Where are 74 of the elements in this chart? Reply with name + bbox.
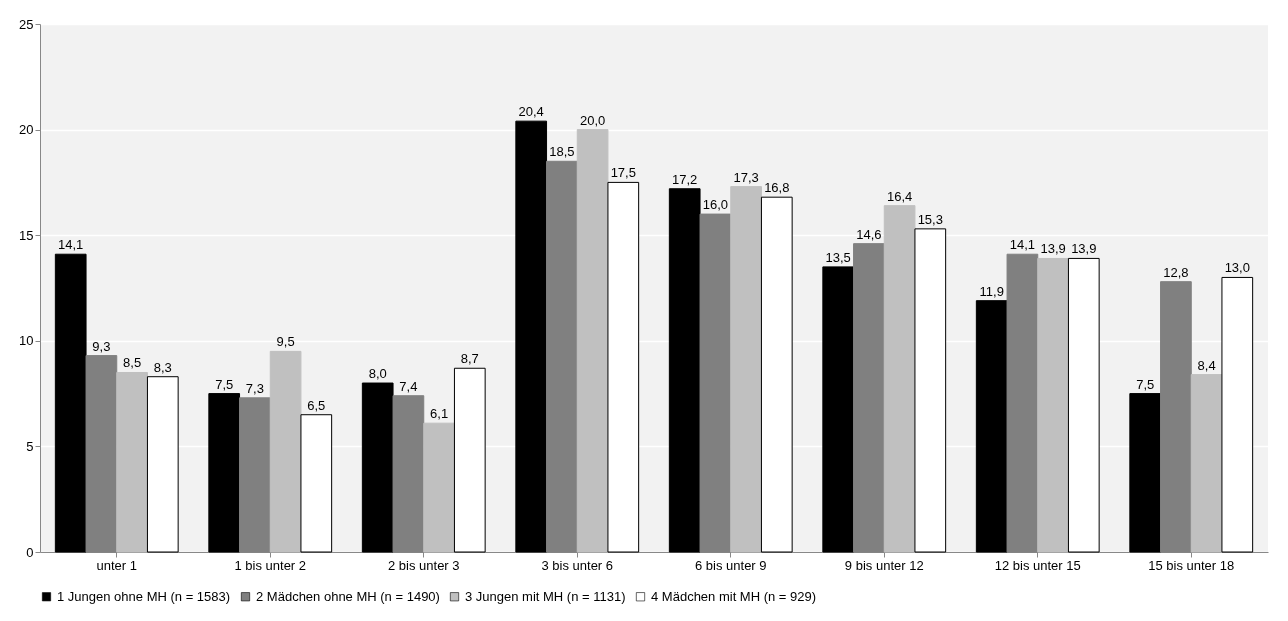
data-label: 8,3 bbox=[153, 359, 172, 375]
data-label: 17,3 bbox=[733, 169, 759, 185]
bar bbox=[1037, 257, 1069, 553]
legend-label: 3 Jungen mit MH (n = 1131) bbox=[465, 588, 626, 604]
bar bbox=[1006, 253, 1039, 553]
bar bbox=[239, 397, 271, 553]
y-tick-label: 5 bbox=[26, 438, 34, 454]
bar bbox=[730, 186, 762, 553]
bar bbox=[361, 382, 394, 553]
data-label: 14,1 bbox=[58, 237, 84, 253]
y-tick-label: 0 bbox=[26, 544, 34, 560]
data-label: 16,4 bbox=[886, 188, 913, 204]
x-tick-label: 6 bis unter 9 bbox=[694, 557, 767, 573]
data-label: 14,1 bbox=[1009, 237, 1036, 253]
data-label: 8,7 bbox=[460, 351, 479, 367]
legend-label: 2 Mädchen ohne MH (n = 1490) bbox=[256, 588, 440, 604]
data-label: 17,2 bbox=[672, 171, 698, 187]
data-label: 9,3 bbox=[92, 338, 111, 354]
x-tick-label: 2 bis unter 3 bbox=[387, 557, 460, 573]
bar bbox=[668, 188, 701, 553]
x-tick-label: 9 bis unter 12 bbox=[844, 557, 924, 573]
data-label: 13,9 bbox=[1040, 241, 1066, 257]
x-tick-label: 1 bis unter 2 bbox=[234, 557, 307, 573]
data-label: 13,0 bbox=[1224, 260, 1250, 276]
bar bbox=[546, 160, 578, 553]
bar bbox=[822, 266, 855, 553]
data-label: 12,8 bbox=[1163, 264, 1189, 280]
data-label: 13,5 bbox=[825, 249, 851, 265]
bar bbox=[883, 205, 916, 553]
bar bbox=[269, 350, 302, 553]
bar bbox=[85, 355, 118, 553]
bar bbox=[515, 120, 548, 553]
bar bbox=[853, 243, 885, 553]
x-tick-label: unter 1 bbox=[96, 557, 137, 573]
y-tick-label: 25 bbox=[19, 16, 34, 32]
data-label: 8,0 bbox=[368, 366, 387, 382]
data-label: 16,8 bbox=[764, 180, 790, 196]
data-label: 20,0 bbox=[579, 112, 606, 128]
x-tick-label: 15 bis unter 18 bbox=[1148, 557, 1235, 573]
bar bbox=[975, 300, 1008, 553]
x-tick-label: 12 bis unter 15 bbox=[994, 557, 1081, 573]
bar bbox=[423, 422, 455, 553]
legend-label: 1 Jungen ohne MH (n = 1583) bbox=[57, 588, 231, 604]
y-tick-label: 10 bbox=[19, 333, 34, 349]
data-label: 8,4 bbox=[1197, 357, 1216, 373]
data-label: 8,5 bbox=[123, 355, 142, 371]
data-label: 13,9 bbox=[1071, 241, 1097, 257]
data-label: 9,5 bbox=[276, 334, 295, 350]
data-label: 7,5 bbox=[1136, 376, 1155, 392]
bar bbox=[576, 129, 609, 553]
bar bbox=[1129, 393, 1162, 553]
data-label: 7,3 bbox=[245, 380, 264, 396]
bar bbox=[116, 371, 148, 553]
x-tick-label: 3 bis unter 6 bbox=[541, 557, 614, 573]
bar bbox=[1160, 281, 1192, 553]
bar bbox=[208, 393, 241, 553]
y-tick-label: 15 bbox=[19, 227, 34, 243]
data-label: 17,5 bbox=[610, 165, 636, 181]
data-label: 6,1 bbox=[430, 406, 449, 422]
bar bbox=[699, 213, 732, 553]
y-tick-label: 20 bbox=[19, 122, 34, 138]
data-label: 7,5 bbox=[215, 376, 234, 392]
data-label: 18,5 bbox=[549, 144, 575, 160]
data-label: 11,9 bbox=[979, 283, 1004, 299]
legend-label: 4 Mädchen mit MH (n = 929) bbox=[651, 588, 817, 604]
data-label: 6,5 bbox=[307, 397, 326, 413]
data-label: 16,0 bbox=[702, 197, 729, 213]
bar bbox=[392, 395, 425, 553]
bar bbox=[1190, 374, 1223, 553]
data-label: 7,4 bbox=[399, 378, 418, 394]
bar bbox=[54, 253, 87, 553]
data-label: 20,4 bbox=[518, 104, 544, 120]
data-label: 14,6 bbox=[856, 226, 882, 242]
data-label: 15,3 bbox=[917, 211, 943, 227]
